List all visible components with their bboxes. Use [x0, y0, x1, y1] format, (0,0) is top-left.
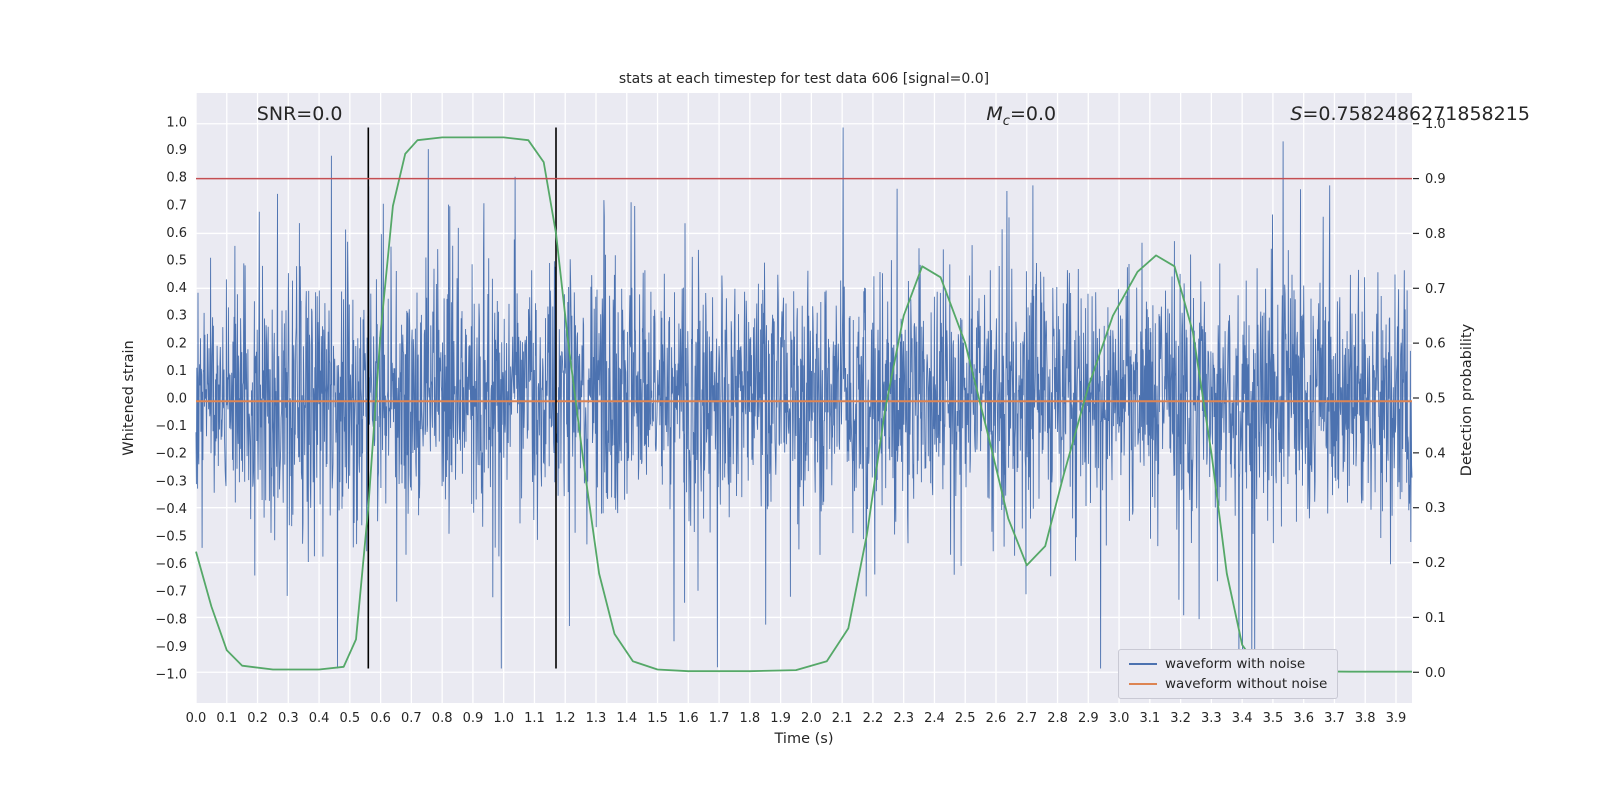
y-left-tick-label: −0.4 [155, 502, 187, 517]
x-tick-label: 3.8 [1355, 711, 1376, 726]
x-tick-label: 2.9 [1078, 711, 1099, 726]
x-tick-label: 3.2 [1170, 711, 1191, 726]
annotation-mc-value: =0.0 [1009, 103, 1057, 125]
y-right-tick-label: 0.2 [1425, 556, 1446, 571]
y-left-tick-label: 0.8 [166, 171, 187, 186]
x-tick-label: 1.5 [647, 711, 668, 726]
x-tick-label: 2.2 [863, 711, 884, 726]
annotation-s-symbol: S [1290, 103, 1303, 125]
y-left-tick-label: −0.9 [155, 640, 187, 655]
annotation-snr: SNR=0.0 [257, 103, 343, 125]
x-tick-label: 1.3 [586, 711, 607, 726]
y-right-tick-label: 0.9 [1425, 172, 1446, 187]
detection-probability-path [195, 136, 1412, 673]
y-right-tick-label: 0.1 [1425, 611, 1446, 626]
y-left-tick-label: −1.0 [155, 668, 187, 683]
y-left-tick-label: 1.0 [166, 115, 187, 130]
y-right-tick-label: 0.8 [1425, 227, 1446, 242]
x-tick-label: 0.8 [432, 711, 453, 726]
x-tick-label: 0.7 [401, 711, 422, 726]
x-tick-label: 2.6 [986, 711, 1007, 726]
x-tick-label: 3.3 [1201, 711, 1222, 726]
y-left-tick-label: 0.3 [166, 309, 187, 324]
y-left-tick-label: 0.0 [166, 392, 187, 407]
x-tick-label: 0.4 [309, 711, 330, 726]
annotation-s: S=0.7582486271858215 [1290, 103, 1530, 125]
annotation-snr-text: SNR=0.0 [256, 103, 343, 125]
y-left-tick-label: 0.2 [166, 336, 187, 351]
y-left-tick-label: −0.2 [155, 447, 187, 462]
x-tick-label: 1.0 [493, 711, 514, 726]
y-right-tick-label: 0.3 [1425, 501, 1446, 516]
x-tick-label: 3.1 [1140, 711, 1161, 726]
legend-item-clean: waveform without noise [1129, 676, 1327, 692]
annotation-mc-subscript: c [1002, 113, 1010, 129]
annotation-mc: Mc=0.0 [986, 103, 1056, 129]
x-tick-label: 1.1 [524, 711, 545, 726]
x-tick-label: 0.1 [216, 711, 237, 726]
y-left-tick-label: 0.7 [166, 198, 187, 213]
x-tick-label: 0.0 [186, 711, 207, 726]
annotation-mc-symbol: M [986, 103, 1003, 125]
x-tick-label: 3.0 [1109, 711, 1130, 726]
x-tick-label: 2.5 [955, 711, 976, 726]
y-left-tick-label: −0.7 [155, 585, 187, 600]
x-tick-label: 0.3 [278, 711, 299, 726]
x-axis-label: Time (s) [774, 731, 834, 747]
y-axis-left-label: Whitened strain [121, 340, 137, 456]
x-tick-label: 0.9 [463, 711, 484, 726]
x-tick-label: 2.4 [924, 711, 945, 726]
y-left-tick-label: 0.1 [166, 364, 187, 379]
y-axis-right-label: Detection probability [1459, 323, 1475, 477]
legend-label-without-noise: waveform without noise [1165, 676, 1328, 692]
y-left-tick-label: 0.9 [166, 143, 187, 158]
x-tick-label: 1.9 [770, 711, 791, 726]
annotation-s-value: =0.7582486271858215 [1302, 103, 1530, 125]
y-right-tick-label: 0.4 [1425, 446, 1446, 461]
y-left-tick-label: −0.6 [155, 557, 187, 572]
y-left-tick-label: −0.5 [155, 530, 187, 545]
y-left-tick-label: 0.6 [166, 226, 187, 241]
x-tick-label: 1.4 [616, 711, 637, 726]
x-tick-label: 3.5 [1263, 711, 1284, 726]
x-tick-label: 2.0 [801, 711, 822, 726]
x-tick-label: 0.5 [340, 711, 361, 726]
y-right-tick-label: 0.5 [1425, 392, 1446, 407]
y-right-tick-label: 0.0 [1425, 666, 1446, 681]
x-tick-label: 2.3 [893, 711, 914, 726]
y-right-tick-label: 0.7 [1425, 282, 1446, 297]
y-left-tick-label: 0.4 [166, 281, 187, 296]
x-tick-label: 3.7 [1324, 711, 1345, 726]
legend-line-without-noise [1129, 683, 1157, 685]
x-tick-label: 3.6 [1293, 711, 1314, 726]
x-tick-label: 0.6 [370, 711, 391, 726]
noise-waveform-path [195, 127, 1413, 669]
x-tick-label: 1.2 [555, 711, 576, 726]
x-tick-label: 0.2 [247, 711, 268, 726]
legend-label-with-noise: waveform with noise [1165, 656, 1306, 672]
y-right-tick-label: 0.6 [1425, 337, 1446, 352]
x-tick-label: 3.9 [1386, 711, 1407, 726]
y-left-tick-label: −0.1 [155, 419, 187, 434]
x-tick-label: 2.1 [832, 711, 853, 726]
y-left-tick-label: −0.8 [155, 612, 187, 627]
legend: waveform with noise waveform without noi… [1118, 649, 1339, 699]
x-tick-label: 2.7 [1016, 711, 1037, 726]
x-tick-label: 1.6 [678, 711, 699, 726]
x-tick-label: 2.8 [1047, 711, 1068, 726]
y-left-tick-label: −0.3 [155, 474, 187, 489]
legend-item-noise: waveform with noise [1129, 656, 1327, 672]
x-tick-label: 1.8 [740, 711, 761, 726]
y-right-tick-label: 1.0 [1425, 117, 1446, 132]
legend-line-with-noise [1129, 663, 1157, 665]
x-tick-label: 1.7 [709, 711, 730, 726]
x-tick-label: 3.4 [1232, 711, 1253, 726]
y-left-tick-label: 0.5 [166, 253, 187, 268]
chart-title: stats at each timestep for test data 606… [618, 71, 990, 87]
